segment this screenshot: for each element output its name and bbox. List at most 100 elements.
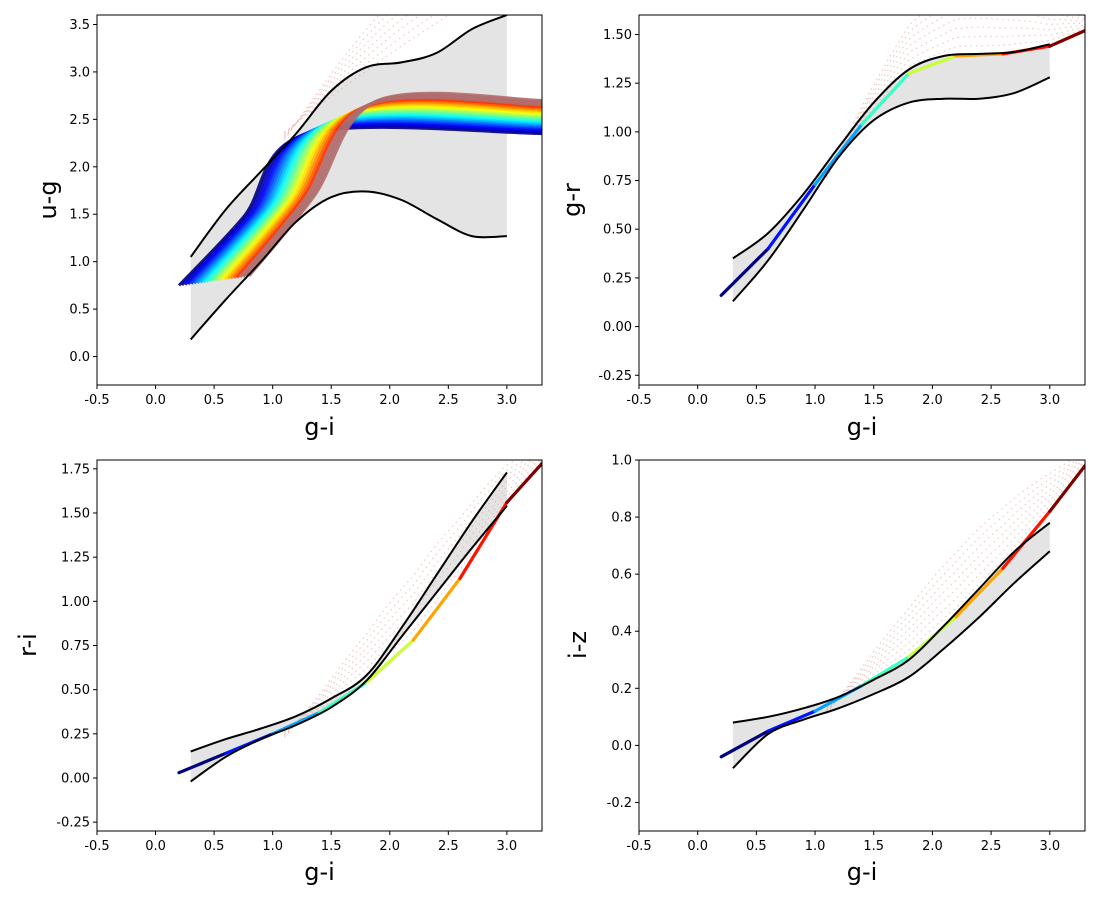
y-tick-label: 0.6 [611, 568, 632, 583]
model-dots-track [283, 15, 436, 134]
plot-area-ri [177, 460, 542, 783]
model-track-line [766, 709, 817, 733]
x-tick-label: 2.5 [438, 393, 459, 408]
x-tick-label: 0.0 [687, 839, 708, 854]
x-tick-label: 3.0 [1039, 393, 1060, 408]
envelope-upper-line [189, 15, 508, 258]
y-tick-label: 1.5 [69, 208, 90, 223]
model-dots-track [283, 460, 538, 735]
x-tick-label: -0.5 [84, 839, 109, 854]
x-tick-label: 1.0 [805, 839, 826, 854]
y-tick-label: 3.5 [69, 18, 90, 33]
x-ticks-ug: -0.5 0.0 0.5 1.0 1.5 2.0 2.5 3.0 [84, 385, 517, 408]
model-track-line [199, 115, 542, 284]
model-track-line [241, 94, 542, 278]
model-track-line [766, 182, 817, 251]
x-tick-label: 1.0 [262, 839, 283, 854]
model-track-line [235, 97, 542, 279]
model-track-line [505, 461, 542, 504]
model-dots-track [826, 460, 1085, 710]
y-tick-label: 0.00 [603, 320, 632, 335]
axes-frame-gr [638, 14, 1086, 386]
y-tick-label: 0.25 [603, 271, 632, 286]
x-tick-label: 2.0 [922, 839, 943, 854]
x-axis-label-ug: g-i [304, 413, 335, 441]
model-track-line [226, 102, 542, 280]
y-tick-label: -0.25 [56, 816, 90, 831]
y-axis-label-gr: g-r [558, 183, 586, 217]
y-tick-label: 1.75 [61, 462, 90, 477]
x-tick-label: 2.0 [379, 839, 400, 854]
x-tick-label: 1.0 [262, 393, 283, 408]
panel-gr: -0.5 0.0 0.5 1.0 1.5 2.0 2.5 3.0 -0.25 0.00 0.25 0… [558, 14, 1086, 441]
y-tick-label: 0.00 [61, 772, 90, 787]
x-tick-label: 1.0 [805, 393, 826, 408]
y-tick-label: 1.00 [603, 125, 632, 140]
y-tick-label: 0.0 [611, 739, 632, 754]
x-ticks-ri: -0.5 0.0 0.5 1.0 1.5 2.0 2.5 3.0 [84, 831, 517, 854]
y-tick-label: 1.50 [61, 507, 90, 522]
y-ticks-ri: -0.25 0.00 0.25 0.50 0.75 1.00 1.25 1.50 1.75 [56, 462, 97, 831]
x-axis-label-gr: g-i [847, 413, 878, 441]
axes-frame-ug [96, 14, 543, 386]
plot-area-ug [177, 15, 542, 341]
plot-area-iz [719, 460, 1085, 769]
model-dots-track [826, 460, 1082, 712]
y-ticks-gr: -0.25 0.00 0.25 0.50 0.75 1.00 1.25 1.50 [598, 28, 639, 384]
envelope-upper-line [732, 43, 1051, 260]
y-tick-label: 0.25 [61, 727, 90, 742]
model-track-line [1048, 29, 1085, 48]
model-dots-track [826, 24, 1085, 174]
x-tick-label: 0.5 [746, 839, 767, 854]
panel-ug: -0.5 0.0 0.5 1.0 1.5 2.0 2.5 3.0 0.0 0.5 1.0 1.5 2.… [34, 14, 543, 441]
model-track-line [954, 566, 1005, 619]
model-dots-track [826, 28, 1085, 171]
model-track-line [193, 118, 542, 285]
x-tick-label: 1.5 [863, 839, 884, 854]
x-tick-label: 2.0 [379, 393, 400, 408]
y-tick-label: 0.8 [611, 511, 632, 526]
model-track-line [1001, 509, 1052, 570]
x-tick-label: 3.0 [497, 393, 518, 408]
envelope-fill [732, 522, 1050, 769]
model-dots-track [826, 460, 1078, 713]
panel-iz: -0.5 0.0 0.5 1.0 1.5 2.0 2.5 3.0 -0.2 0.0 0.2 0.4 0… [564, 454, 1086, 886]
y-axis-label-ug: u-g [34, 180, 62, 219]
y-tick-label: 0.75 [61, 639, 90, 654]
y-tick-label: 0.50 [61, 683, 90, 698]
envelope-fill [732, 44, 1050, 302]
model-track-line [177, 751, 228, 775]
y-tick-label: 2.0 [69, 160, 90, 175]
y-tick-label: 1.25 [61, 551, 90, 566]
model-dots-track [826, 460, 1084, 711]
x-tick-label: 1.5 [863, 393, 884, 408]
y-axis-label-iz: i-z [564, 631, 592, 659]
model-track-line [719, 729, 770, 759]
x-tick-label: -0.5 [626, 839, 651, 854]
x-tick-label: 0.5 [204, 839, 225, 854]
y-tick-label: 0.75 [603, 174, 632, 189]
model-dots-track [283, 460, 528, 737]
envelope-lower-line [732, 550, 1051, 769]
model-dots-track [826, 15, 1085, 177]
envelope-upper-line [732, 522, 1051, 724]
x-axis-label-ri: g-i [304, 858, 335, 886]
x-tick-label: -0.5 [626, 393, 651, 408]
x-tick-label: 3.0 [1039, 839, 1060, 854]
y-tick-label: 0.5 [69, 303, 90, 318]
y-axis-label-ri: r-i [14, 633, 42, 657]
model-track-line [860, 71, 911, 126]
axes-frame-iz [638, 459, 1086, 832]
envelope-upper-line [190, 471, 508, 753]
panel-ri: -0.5 0.0 0.5 1.0 1.5 2.0 2.5 3.0 -0.25 0.00 0.25 0… [14, 459, 543, 886]
x-tick-label: 2.0 [922, 393, 943, 408]
x-tick-label: 1.5 [321, 393, 342, 408]
envelope-lower-line [189, 190, 507, 341]
y-tick-label: 2.5 [69, 113, 90, 128]
model-track-line [411, 576, 462, 642]
model-track-line [719, 247, 770, 297]
model-dots-track [284, 461, 542, 731]
envelope-fill [190, 472, 507, 782]
model-track-line [208, 111, 542, 283]
